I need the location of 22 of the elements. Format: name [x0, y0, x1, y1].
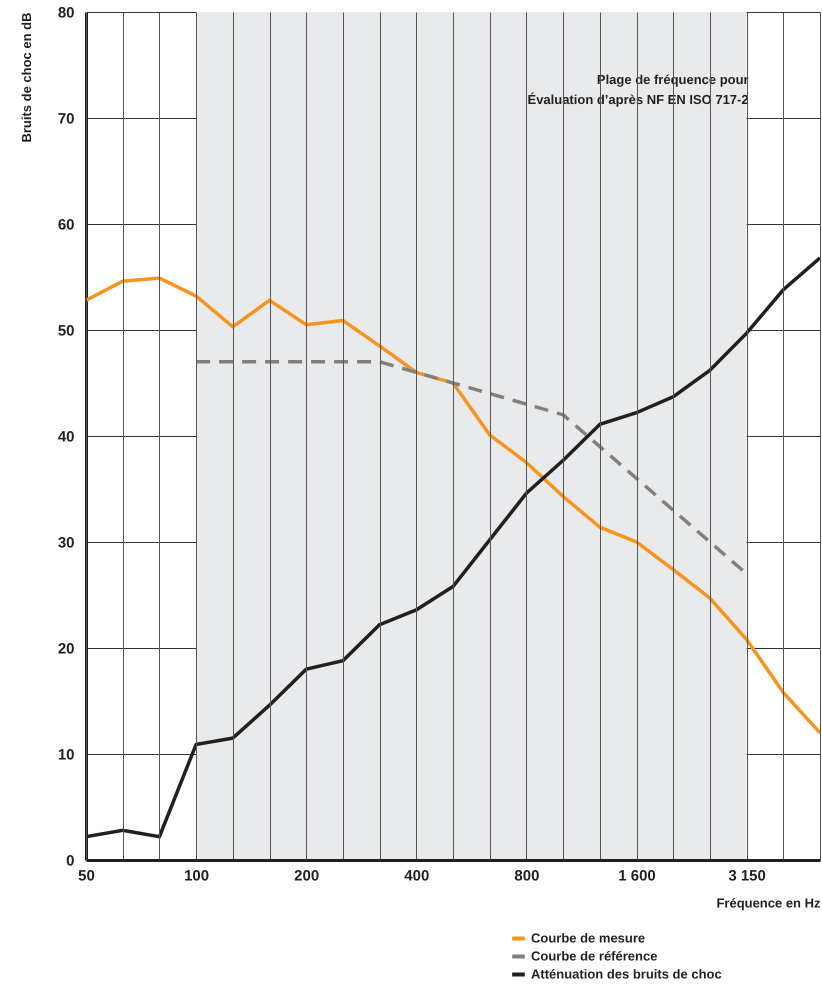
y-tick-label: 70 — [58, 110, 74, 128]
y-tick-label: 50 — [58, 322, 74, 340]
y-tick-label: 0 — [66, 852, 74, 870]
y-tick-label: 10 — [58, 746, 74, 764]
y-tick-label: 40 — [58, 428, 74, 446]
legend-label: Atténuation des bruits de choc — [531, 966, 722, 982]
x-tick-label: 3 150 — [728, 868, 766, 884]
y-tick-label: 60 — [58, 216, 74, 234]
y-tick-label: 30 — [58, 534, 74, 552]
x-axis-title: Fréquence en Hz — [716, 896, 821, 910]
legend-label: Courbe de mesure — [531, 930, 646, 946]
y-tick-label: 20 — [58, 640, 74, 658]
legend-label: Courbe de référence — [531, 948, 658, 964]
x-tick-label: 1 600 — [618, 868, 656, 884]
x-tick-label: 800 — [514, 868, 540, 884]
x-tick-label: 50 — [78, 868, 95, 884]
x-tick-label: 100 — [184, 868, 210, 884]
y-axis-title: Bruits de choc en dB — [18, 12, 34, 143]
x-tick-label: 400 — [404, 868, 430, 884]
y-tick-label: 80 — [58, 4, 74, 22]
line-series — [84, 276, 822, 735]
x-tick-label: 200 — [294, 868, 320, 884]
